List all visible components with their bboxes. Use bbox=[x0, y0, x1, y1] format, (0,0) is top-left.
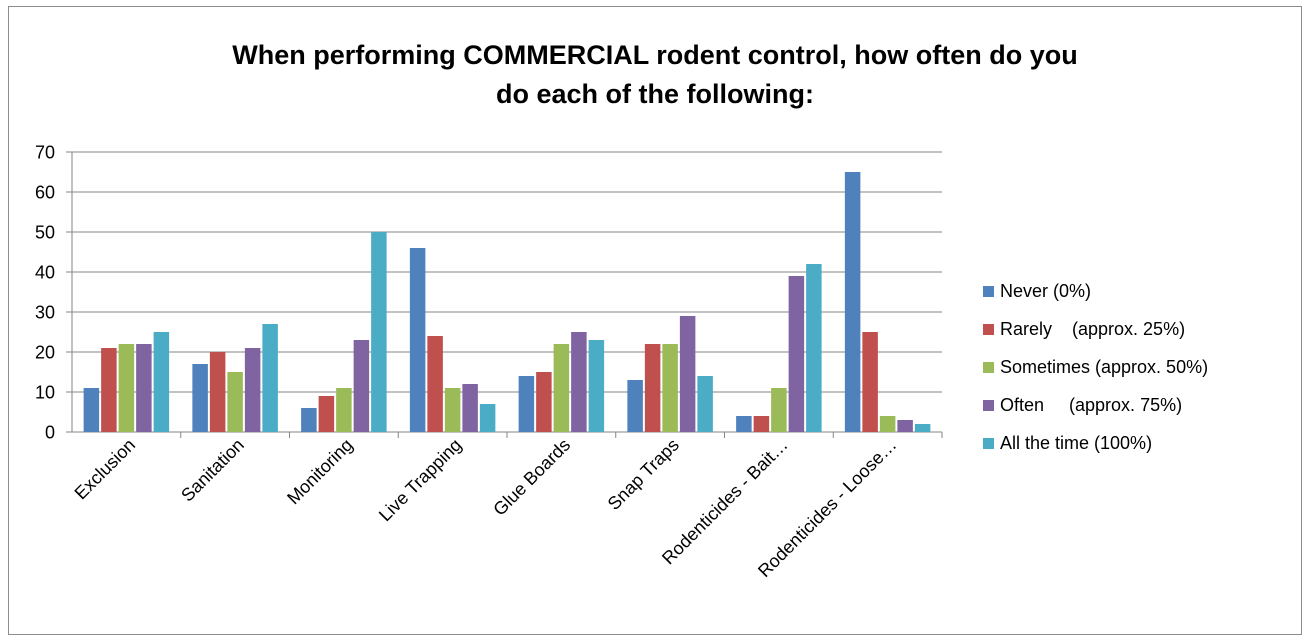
bar bbox=[462, 384, 478, 432]
bar bbox=[209, 352, 226, 432]
y-tick-label: 0 bbox=[45, 423, 55, 443]
chart-legend: Never (0%) Rarely (approx. 25%) Sometimes … bbox=[983, 272, 1208, 462]
y-tick-label: 70 bbox=[35, 143, 55, 163]
legend-item: Never (0%) bbox=[983, 272, 1208, 310]
legend-label: Often (approx. 75%) bbox=[1000, 394, 1183, 415]
legend-swatch bbox=[983, 437, 994, 449]
bar bbox=[118, 344, 135, 432]
bar bbox=[301, 408, 317, 432]
bar bbox=[136, 344, 152, 432]
bar bbox=[479, 404, 496, 432]
bar bbox=[83, 388, 100, 432]
legend-swatch bbox=[983, 399, 994, 411]
legend-swatch bbox=[983, 361, 994, 373]
bar bbox=[427, 336, 443, 432]
bar bbox=[336, 388, 352, 432]
x-category-label: Exclusion bbox=[71, 435, 140, 504]
bar bbox=[262, 324, 278, 432]
bar bbox=[897, 420, 913, 432]
bar bbox=[844, 172, 861, 432]
legend-label: Rarely (approx. 25%) bbox=[1000, 318, 1186, 339]
bar bbox=[318, 396, 335, 432]
bar bbox=[192, 364, 208, 432]
bar bbox=[371, 232, 387, 432]
bar bbox=[771, 388, 787, 432]
legend-swatch bbox=[983, 285, 994, 297]
legend-item: Sometimes (approx. 50%) bbox=[983, 348, 1208, 386]
y-tick-label: 20 bbox=[35, 343, 55, 363]
legend-item: Often (approx. 75%) bbox=[983, 386, 1208, 424]
bar bbox=[736, 416, 752, 432]
bar bbox=[753, 416, 770, 432]
bar bbox=[644, 344, 661, 432]
bar bbox=[536, 372, 552, 432]
x-category-label: Glue Boards bbox=[489, 435, 574, 520]
bar bbox=[879, 416, 896, 432]
bar bbox=[409, 248, 426, 432]
y-tick-label: 50 bbox=[35, 223, 55, 243]
bar bbox=[914, 424, 931, 432]
bar bbox=[588, 340, 605, 432]
bar bbox=[806, 264, 822, 432]
y-tick-label: 40 bbox=[35, 263, 55, 283]
bar bbox=[153, 332, 170, 432]
bar bbox=[862, 332, 878, 432]
y-tick-label: 30 bbox=[35, 303, 55, 323]
legend-swatch bbox=[983, 323, 994, 335]
bar bbox=[571, 332, 587, 432]
chart-title: When performing COMMERCIAL rodent contro… bbox=[0, 36, 1310, 114]
bar bbox=[553, 344, 570, 432]
bar bbox=[788, 276, 805, 432]
legend-label: All the time (100%) bbox=[1000, 432, 1153, 453]
x-category-label: Live Trapping bbox=[375, 435, 466, 526]
y-tick-label: 10 bbox=[35, 383, 55, 403]
bar bbox=[697, 376, 713, 432]
x-category-label: Sanitation bbox=[177, 435, 248, 506]
x-category-label: Snap Traps bbox=[604, 435, 683, 514]
chart-title-line-1: When performing COMMERCIAL rodent contro… bbox=[232, 40, 1078, 70]
bar bbox=[101, 348, 117, 432]
chart-frame bbox=[8, 6, 1302, 635]
bar bbox=[353, 340, 370, 432]
bar bbox=[627, 380, 643, 432]
bar bbox=[444, 388, 461, 432]
legend-label: Sometimes (approx. 50%) bbox=[1000, 356, 1209, 377]
legend-item: All the time (100%) bbox=[983, 424, 1208, 462]
y-tick-label: 60 bbox=[35, 183, 55, 203]
bar bbox=[679, 316, 696, 432]
bar bbox=[227, 372, 243, 432]
bar bbox=[662, 344, 678, 432]
chart-title-line-2: do each of the following: bbox=[496, 79, 814, 109]
bar bbox=[518, 376, 535, 432]
legend-label: Never (0%) bbox=[1000, 280, 1092, 301]
bar bbox=[244, 348, 261, 432]
legend-item: Rarely (approx. 25%) bbox=[983, 310, 1208, 348]
x-category-label: Monitoring bbox=[283, 435, 357, 509]
